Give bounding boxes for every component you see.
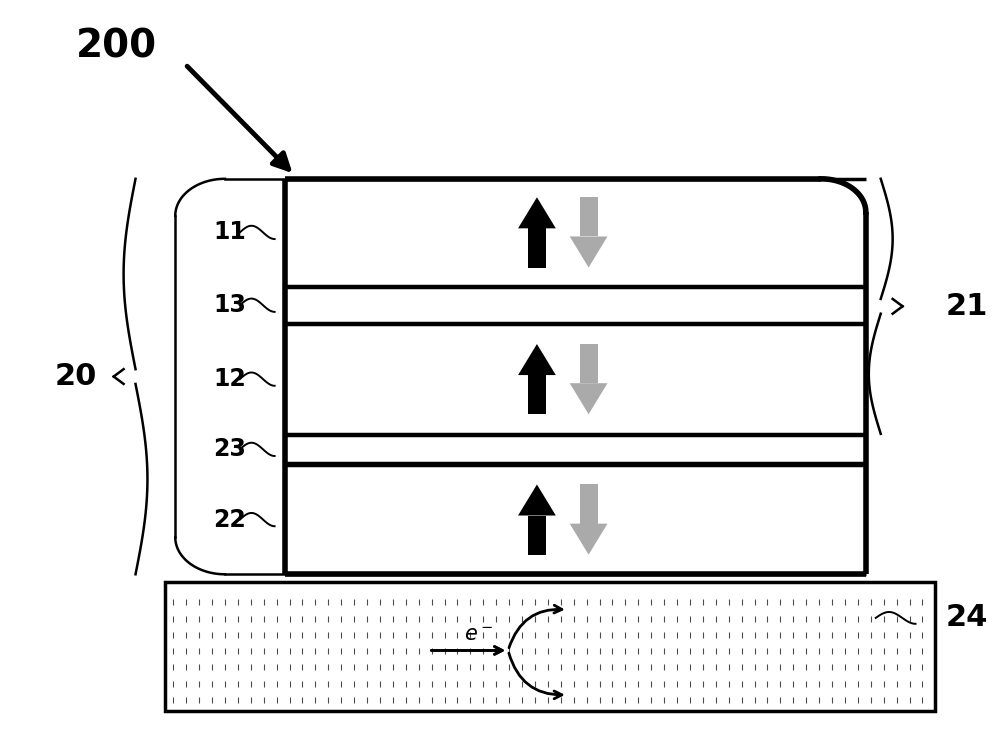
Text: 22: 22 (214, 508, 246, 531)
Text: 200: 200 (76, 27, 157, 65)
Text: 12: 12 (214, 367, 246, 391)
Bar (528, 375, 546, 414)
Text: $e^-$: $e^-$ (464, 626, 493, 645)
Text: 23: 23 (213, 437, 246, 462)
Bar (580, 485, 598, 524)
Text: 21: 21 (945, 292, 988, 321)
Text: 11: 11 (214, 220, 246, 244)
Bar (580, 344, 598, 383)
Bar (528, 516, 546, 555)
Bar (528, 229, 546, 268)
Polygon shape (570, 383, 607, 414)
Bar (285, 179, 866, 574)
Polygon shape (518, 485, 556, 516)
Polygon shape (518, 197, 556, 229)
Polygon shape (570, 524, 607, 555)
Polygon shape (518, 344, 556, 375)
Bar (165, 582, 935, 711)
Bar (580, 197, 598, 237)
Text: 20: 20 (55, 362, 97, 391)
Text: 24: 24 (945, 603, 988, 632)
Text: 13: 13 (213, 293, 246, 318)
Polygon shape (570, 237, 607, 268)
